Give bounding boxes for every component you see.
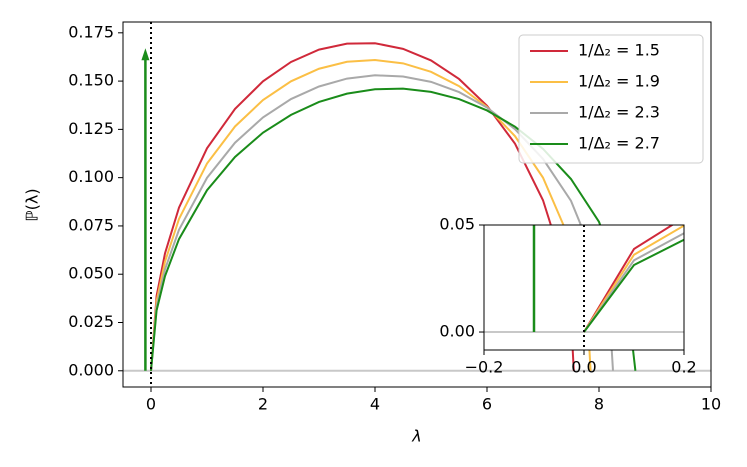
y-tick-label: 0.150 bbox=[68, 71, 114, 90]
plot-frame bbox=[122, 21, 712, 388]
y-tick-label: 0.050 bbox=[68, 264, 114, 283]
y-tick-label: 0.000 bbox=[68, 360, 114, 379]
legend-label: 1/Δ₂ = 1.5 bbox=[578, 41, 660, 60]
x-tick-label: 8 bbox=[594, 395, 604, 414]
x-tick-label: 4 bbox=[370, 395, 380, 414]
series-line bbox=[150, 87, 637, 371]
plot-area bbox=[484, 225, 684, 350]
spike-head bbox=[141, 48, 150, 61]
x-tick-label: 6 bbox=[482, 395, 492, 414]
y-tick-label: 0.175 bbox=[68, 22, 114, 41]
x-tick-label: 10 bbox=[701, 395, 721, 414]
plot-area bbox=[123, 22, 711, 387]
x-tick-label: 0.2 bbox=[671, 358, 696, 377]
legend-box bbox=[518, 34, 704, 164]
y-tick-label: 0.100 bbox=[68, 167, 114, 186]
series-line bbox=[150, 74, 614, 371]
legend-label: 1/Δ₂ = 2.3 bbox=[578, 103, 660, 122]
y-axis-label: ℙ(λ) bbox=[23, 188, 42, 221]
y-tick-label: 0.075 bbox=[68, 215, 114, 234]
y-tick-label: 0.05 bbox=[439, 215, 475, 234]
x-tick-label: 0 bbox=[146, 395, 156, 414]
y-tick-label: 0.125 bbox=[68, 119, 114, 138]
x-axis-label: λ bbox=[411, 427, 421, 446]
series-line bbox=[150, 59, 592, 371]
y-tick-label: 0.00 bbox=[439, 322, 475, 341]
legend-label: 1/Δ₂ = 1.9 bbox=[578, 72, 660, 91]
x-tick-label: −0.2 bbox=[465, 358, 504, 377]
x-tick-label: 0.0 bbox=[571, 358, 596, 377]
y-tick-label: 0.025 bbox=[68, 312, 114, 331]
x-tick-label: 2 bbox=[258, 395, 268, 414]
series-line bbox=[150, 42, 575, 371]
legend-label: 1/Δ₂ = 2.7 bbox=[578, 134, 660, 153]
